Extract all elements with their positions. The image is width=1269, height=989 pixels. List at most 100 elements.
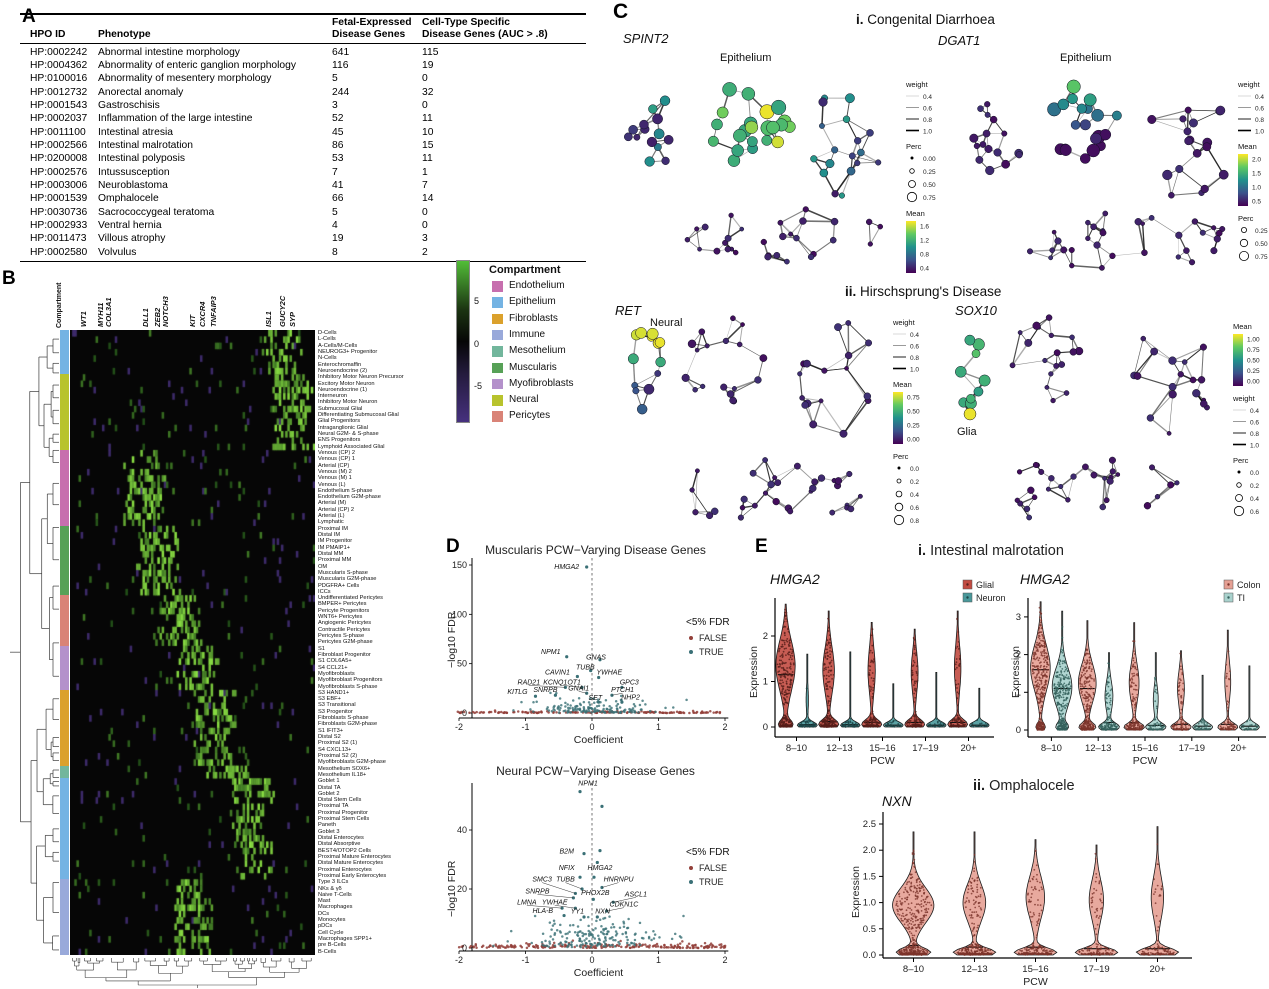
table-cell: Omphalocele	[98, 193, 159, 205]
heatmap-row-label: Enterochromaffin	[318, 361, 362, 368]
heatmap-row-label: Myofibroblasts G2M-phase	[318, 759, 386, 766]
table-cell: 3	[422, 233, 428, 245]
table-cell: 3	[332, 99, 338, 111]
legend-net_dgat1	[1238, 95, 1251, 261]
svg-text:0.75: 0.75	[1255, 254, 1268, 261]
table-header: HPO ID	[30, 29, 66, 40]
gene-point-label: HLA-B	[532, 908, 553, 915]
column-dendrogram	[72, 958, 312, 988]
compartment-strip-neural	[60, 374, 69, 450]
heatmap-row-label: IM PMAIP1+	[318, 544, 351, 551]
gene-point-label: KITLG	[507, 689, 528, 696]
compartment-strip-epithelium	[60, 330, 69, 375]
heatmap-row-label: Neural G2M- & S-phase	[318, 431, 379, 437]
heatmap-row-label: Proximal IM	[318, 525, 349, 532]
table-cell: 1	[422, 166, 428, 178]
nxn-gene-label: NXN	[882, 793, 912, 809]
colorbar-tick: 0	[474, 339, 480, 349]
heatmap-row-label: NEUROG3+ Progenitor	[318, 348, 378, 355]
hmga2-left-gene-label: HMGA2	[770, 571, 820, 587]
heatmap-row-label: Venous (L)	[318, 481, 346, 488]
svg-text:0.8: 0.8	[1255, 117, 1264, 124]
violin_hmga2_glia_neuron	[771, 579, 994, 741]
legend-label-pericytes: Pericytes	[509, 410, 551, 422]
hmga2-right-gene-label: HMGA2	[1020, 571, 1070, 587]
table-cell: Intestinal polyposis	[98, 153, 186, 165]
table-cell: 5	[332, 73, 338, 85]
heatmap-row-label: Goblet 1	[318, 778, 340, 785]
heatmap-row-label: Interneuron	[318, 393, 348, 400]
svg-text:0.2: 0.2	[1250, 483, 1259, 490]
panel-a-label: A	[22, 6, 36, 27]
heatmap-row-label: BEST4/OTOP2 Cells	[318, 847, 371, 854]
svg-text:-2: -2	[455, 722, 463, 732]
svg-text:0.00: 0.00	[1247, 379, 1260, 386]
legend-label-fibroblasts: Fibroblasts	[509, 312, 558, 324]
heatmap-row-label: Arterial (M)	[318, 500, 347, 507]
table-cell: Gastroschisis	[98, 99, 160, 111]
heatmap-row-label: Inhibitory Motor Neuron	[318, 399, 378, 406]
colorbar-tick: 5	[474, 296, 480, 306]
gene-point-label: YY1	[571, 909, 584, 916]
table-cell: 0	[422, 206, 428, 218]
legend-block-title: Perc	[893, 452, 909, 461]
fdr-legend-title: <5% FDR	[686, 847, 730, 858]
heatmap-row-label: Inhibitory Motor Neuron Precursor	[318, 374, 404, 381]
heatmap-gene-label-syp: SYP	[288, 311, 298, 327]
svg-text:1: 1	[763, 677, 768, 688]
legend-net_spint2	[906, 95, 919, 273]
svg-text:0.4: 0.4	[920, 266, 929, 273]
svg-text:100: 100	[452, 609, 467, 619]
heatmap-row-label: Proximal Stem Cells	[318, 816, 370, 823]
heatmap-gene-label-notch3: NOTCH3	[160, 296, 170, 327]
title-i-text: Congenital Diarrhoea	[867, 12, 995, 27]
heatmap-row-label: Glial Progenitors	[318, 418, 361, 425]
sox10-glia-annotation: Glia	[957, 426, 977, 438]
network-spint2	[624, 82, 884, 265]
table-cell: HP:0001543	[30, 99, 88, 111]
heatmap-gene-label-wt1: WT1	[79, 311, 89, 327]
table-cell: HP:0002933	[30, 220, 88, 232]
svg-text:0.4: 0.4	[910, 332, 919, 339]
heatmap-row-label: Mesothelium IL18+	[318, 771, 367, 778]
heatmap-row-label: Proximal Mature Enterocytes	[318, 853, 392, 860]
legend-label-endothelium: Endothelium	[509, 280, 565, 291]
svg-text:0: 0	[462, 708, 467, 718]
heatmap-gene-label-col3a1: COL3A1	[104, 297, 114, 327]
svg-text:1.5: 1.5	[1252, 171, 1261, 178]
heatmap-row-label: A-Cells/M-Cells	[318, 342, 358, 349]
svg-text:0.6: 0.6	[1250, 509, 1259, 516]
svg-text:2: 2	[763, 631, 768, 642]
e-title-ii-text: Omphalocele	[989, 778, 1075, 794]
heatmap-row-label: WNT6+ Pericytes	[318, 614, 363, 621]
table-cell: Intestinal atresia	[98, 126, 173, 138]
violin-legend-label: Neuron	[976, 593, 1006, 603]
ret-gene-label: RET	[615, 303, 641, 318]
table-cell: 7	[332, 166, 338, 178]
heatmap-row-label: Myofibroblast Progenitors	[318, 677, 383, 684]
legend-label-myofibroblasts: Myofibroblasts	[509, 377, 574, 389]
heatmap-row-label: Arterial (L)	[318, 513, 345, 520]
violin-right-ylabel: Expression	[1010, 646, 1022, 698]
legend-label-epithelium: Epithelium	[509, 296, 556, 308]
svg-text:50: 50	[457, 659, 467, 669]
heatmap-row-label: Neuroendocrine (2)	[318, 367, 368, 374]
table-cell: 15	[422, 139, 434, 151]
panel-c-label: C	[613, 0, 629, 23]
heatmap-row-label: Goblet 2	[318, 790, 340, 797]
svg-text:0.0: 0.0	[910, 466, 919, 473]
table-header: Cell-Type Specific	[422, 17, 510, 28]
svg-text:TRUE: TRUE	[699, 877, 724, 887]
gene-point-label: TUBB	[576, 665, 595, 672]
heatmap-row-label: Differentiating Submucosal Glial	[318, 412, 399, 419]
heatmap-row-label: Pericytes G2M-phase	[318, 639, 373, 646]
svg-text:0.2: 0.2	[910, 479, 919, 486]
svg-text:1.0: 1.0	[910, 367, 919, 374]
panel-d-label: D	[446, 536, 460, 557]
table-cell: Ventral hernia	[98, 220, 162, 232]
e-title-i-number: i.	[918, 543, 927, 559]
dgat1-epithelium-annotation: Epithelium	[1060, 52, 1112, 64]
legend-swatch-fibroblasts	[492, 313, 503, 325]
table-cell: 19	[332, 233, 344, 245]
svg-text:0.6: 0.6	[910, 344, 919, 351]
